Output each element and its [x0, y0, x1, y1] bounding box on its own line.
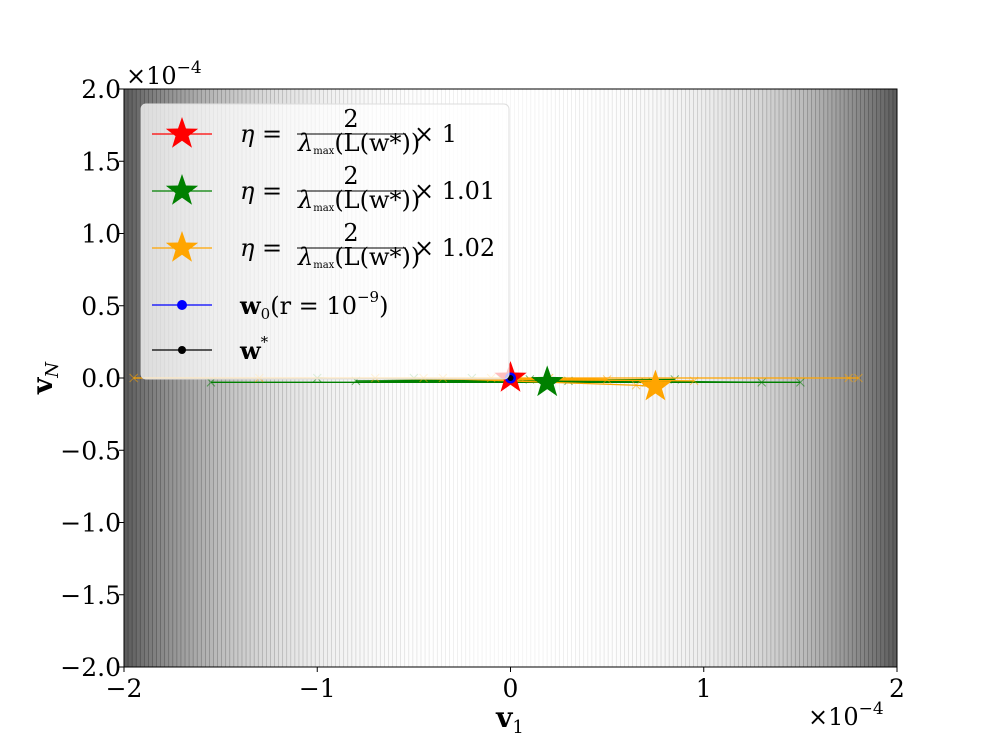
series-marker: [757, 377, 767, 387]
y-tick-label: −1.0: [60, 509, 121, 538]
legend-denominator: λmax(L(w*)): [297, 129, 420, 157]
axes: −2 −1 0 1 2 2.0 1.5 1.0 0.5 0.0 −0.5 −1.0 −1.5 −2.0 v1…: [26, 58, 905, 738]
series-marker: [853, 373, 863, 383]
contour-band: [868, 89, 874, 667]
y-tick-label: 2.0: [81, 75, 121, 104]
y-tick-label: −1.5: [60, 581, 121, 610]
contour-band: [864, 89, 870, 667]
legend-label: w0(r = 10−9): [239, 288, 388, 323]
legend-star: [165, 231, 199, 262]
series-marker: [796, 377, 805, 387]
y-tick-label: −2.0: [60, 653, 121, 682]
legend-dot: [178, 346, 186, 354]
legend-denominator: λmax(L(w*)): [297, 186, 420, 214]
legend-entry: w0(r = 10−9): [152, 288, 388, 323]
final-star: [639, 369, 672, 401]
contour-band: [876, 89, 882, 667]
contour-band: [124, 89, 129, 667]
x-tick-label: −1: [299, 674, 336, 703]
y-tick-label: 1.0: [81, 220, 121, 249]
legend-label: w*: [239, 333, 269, 365]
legend-numerator: 2: [343, 162, 358, 190]
y-axis-label: vN: [26, 361, 63, 395]
contour-band: [884, 89, 890, 667]
legend-entry: w*: [152, 333, 269, 365]
series-marker: [844, 373, 854, 383]
legend-dot: [177, 300, 187, 310]
y-tick-label: 0.0: [81, 364, 121, 393]
series-marker: [631, 380, 641, 390]
series-marker: [602, 375, 612, 384]
legend-numerator: 2: [343, 105, 358, 133]
x-tick-label: 0: [503, 674, 519, 703]
contour-band: [892, 89, 897, 667]
x-tick-label: −2: [106, 674, 143, 703]
legend-factor: × 1.01: [414, 177, 495, 205]
legend-eta: η =: [240, 177, 282, 205]
contour-band: [888, 89, 894, 667]
x-tick-label: 2: [889, 674, 905, 703]
legend-star: [165, 174, 199, 205]
contour-band: [860, 89, 866, 667]
w-star-point: [507, 375, 514, 381]
final-star: [531, 365, 564, 397]
legend-box: [140, 103, 510, 380]
series-marker: [206, 377, 216, 387]
legend-eta: η =: [240, 120, 282, 148]
series-marker: [670, 375, 680, 384]
contour-band: [128, 89, 133, 667]
x-tick-label: 1: [696, 674, 712, 703]
legend-numerator: 2: [343, 219, 358, 247]
contour-band: [872, 89, 878, 667]
series-marker: [129, 373, 139, 383]
y-tick-label: −0.5: [60, 436, 121, 465]
legend-factor: × 1.02: [414, 234, 495, 262]
x-axis-label: v1: [495, 701, 524, 738]
y-tick-label: 1.5: [81, 147, 121, 176]
y-scale-factor: ×10−4: [126, 58, 202, 90]
x-scale-factor: ×10−4: [808, 699, 884, 731]
legend-eta: η =: [240, 234, 282, 262]
legend-factor: × 1: [414, 120, 457, 148]
legend-denominator: λmax(L(w*)): [297, 243, 420, 271]
y-tick-label: 0.5: [81, 292, 121, 321]
legend-star: [165, 117, 199, 148]
contour-band: [880, 89, 886, 667]
series-layer: [129, 361, 863, 401]
series-marker: [689, 376, 699, 386]
